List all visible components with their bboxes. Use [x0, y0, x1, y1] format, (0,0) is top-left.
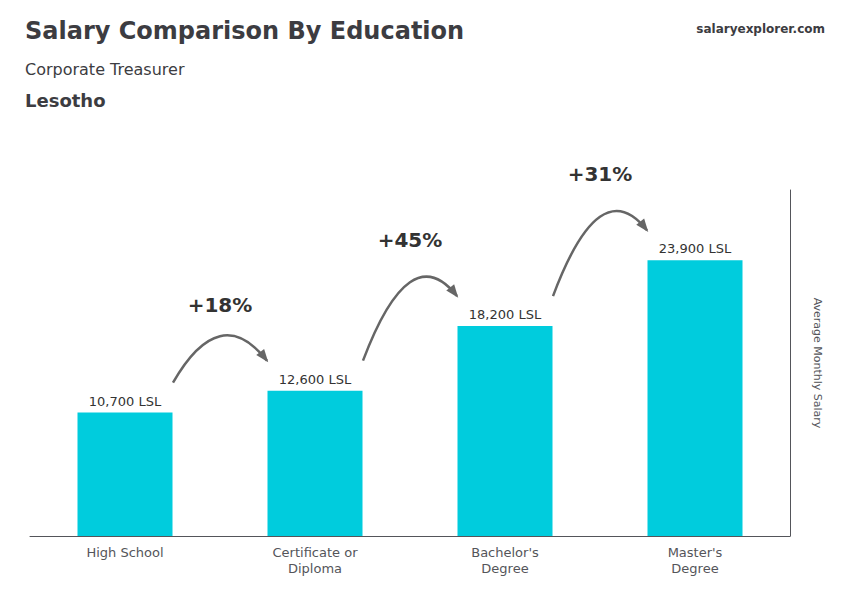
- svg-text:18,200 LSL: 18,200 LSL: [469, 307, 542, 322]
- svg-text:Degree: Degree: [671, 561, 718, 576]
- svg-text:Degree: Degree: [481, 561, 528, 576]
- svg-text:High School: High School: [86, 545, 163, 560]
- svg-text:Master's: Master's: [668, 545, 723, 560]
- svg-text:Corporate Treasurer: Corporate Treasurer: [25, 60, 185, 79]
- svg-text:Salary Comparison By Education: Salary Comparison By Education: [25, 17, 464, 45]
- svg-text:10,700 LSL: 10,700 LSL: [89, 394, 162, 409]
- svg-text:Bachelor's: Bachelor's: [471, 545, 539, 560]
- svg-text:12,600 LSL: 12,600 LSL: [279, 372, 352, 387]
- svg-text:salaryexplorer.com: salaryexplorer.com: [696, 22, 825, 36]
- svg-text:Average Monthly Salary: Average Monthly Salary: [811, 298, 824, 429]
- svg-text:Lesotho: Lesotho: [25, 90, 106, 111]
- svg-text:Certificate or: Certificate or: [273, 545, 359, 560]
- svg-text:Diploma: Diploma: [288, 561, 342, 576]
- svg-text:+18%: +18%: [188, 293, 253, 317]
- svg-text:+31%: +31%: [568, 162, 633, 186]
- svg-text:+45%: +45%: [378, 228, 443, 252]
- svg-text:23,900 LSL: 23,900 LSL: [659, 241, 732, 256]
